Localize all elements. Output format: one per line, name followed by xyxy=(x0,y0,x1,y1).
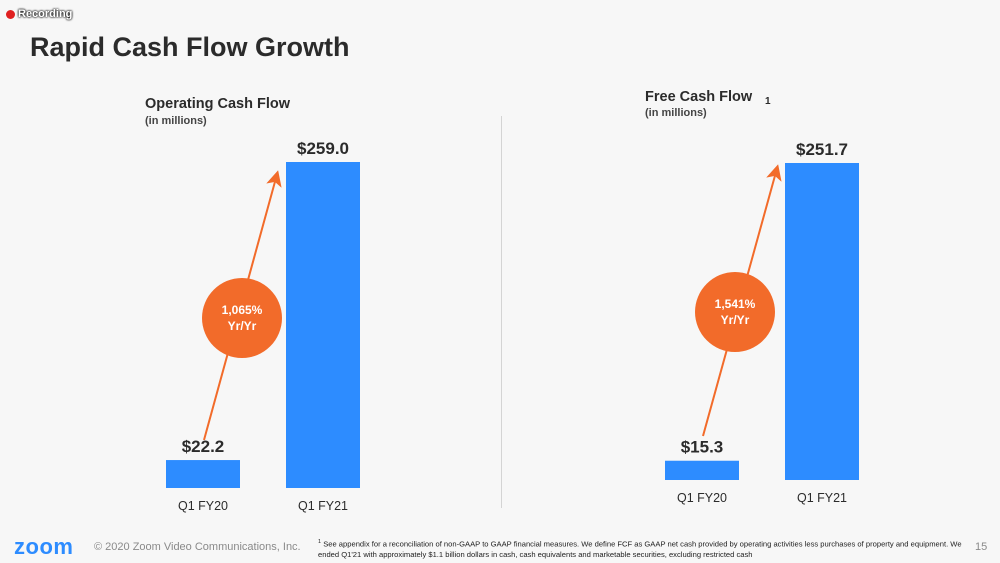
zoom-logo: zoom xyxy=(14,534,74,559)
operating-cash-flow-category-label-0: Q1 FY20 xyxy=(178,499,228,513)
free-cash-flow-title: Free Cash Flow xyxy=(645,89,753,105)
free-cash-flow-value-label-1: $251.7 xyxy=(796,140,848,159)
operating-cash-flow-category-label-1: Q1 FY21 xyxy=(298,499,348,513)
free-cash-flow-growth-percent: 1,541% xyxy=(715,297,756,311)
recording-indicator: Recording xyxy=(6,8,72,20)
page-number: 15 xyxy=(975,541,988,553)
footnote-marker: 1 xyxy=(318,539,322,545)
free-cash-flow-value-label-0: $15.3 xyxy=(681,438,724,457)
operating-cash-flow-subtitle: (in millions) xyxy=(145,115,207,127)
operating-cash-flow-value-label-1: $259.0 xyxy=(297,139,349,158)
free-cash-flow-bar-1 xyxy=(785,163,859,480)
slide-title: Rapid Cash Flow Growth xyxy=(30,32,350,62)
free-cash-flow-bar-0 xyxy=(665,460,739,480)
free-cash-flow-growth-badge xyxy=(695,272,775,352)
operating-cash-flow-bar-0 xyxy=(166,460,240,488)
recording-label: Recording xyxy=(18,8,73,20)
operating-cash-flow-growth-badge xyxy=(202,278,282,358)
record-dot-icon xyxy=(6,9,15,19)
operating-cash-flow-growth-period: Yr/Yr xyxy=(228,319,257,333)
footnote-text: See appendix for a reconciliation of non… xyxy=(318,539,962,559)
free-cash-flow-category-label-0: Q1 FY20 xyxy=(677,491,727,505)
free-cash-flow-title-note: 1 xyxy=(765,96,771,107)
chart-divider xyxy=(501,116,502,508)
operating-cash-flow-title: Operating Cash Flow xyxy=(145,96,291,112)
operating-cash-flow-growth-percent: 1,065% xyxy=(222,303,263,317)
footnote: 1 See appendix for a reconciliation of n… xyxy=(318,537,970,560)
free-cash-flow-growth-period: Yr/Yr xyxy=(721,313,750,327)
operating-cash-flow-bar-1 xyxy=(286,162,360,488)
free-cash-flow-category-label-1: Q1 FY21 xyxy=(797,491,847,505)
free-cash-flow-subtitle: (in millions) xyxy=(645,107,707,119)
operating-cash-flow-value-label-0: $22.2 xyxy=(182,437,225,456)
copyright-text: © 2020 Zoom Video Communications, Inc. xyxy=(94,541,301,553)
